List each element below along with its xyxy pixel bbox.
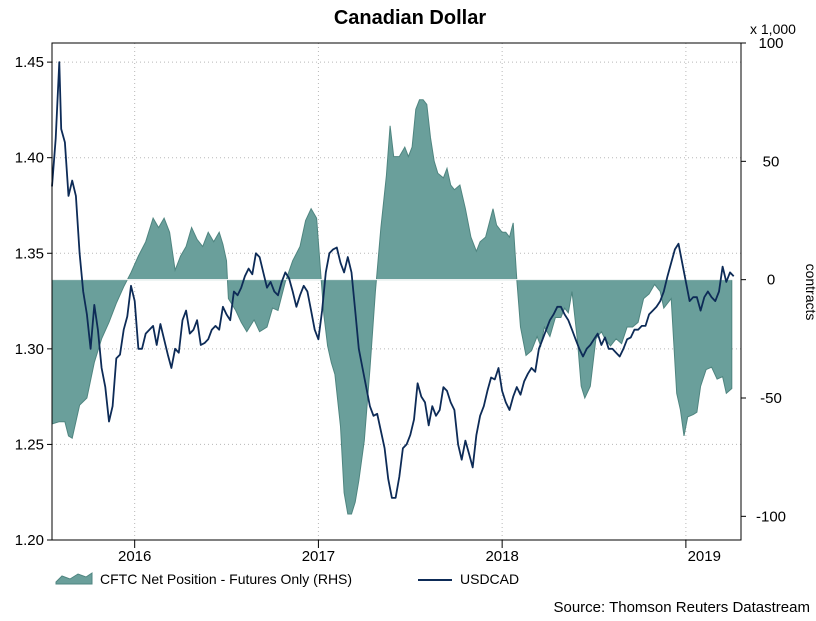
right-axis-unit: x 1,000 — [750, 21, 796, 37]
cftc-area-layer — [51, 99, 741, 515]
x-tick-label: 2018 — [485, 548, 518, 565]
left-tick-label: 1.45 — [15, 54, 44, 71]
legend-area-swatch — [55, 572, 93, 585]
left-tick-label: 1.20 — [15, 532, 44, 549]
x-axis: 2016 2017 2018 2019 — [118, 540, 721, 565]
left-axis: 1.20 1.25 1.30 1.35 1.40 1.45 — [15, 54, 52, 549]
source-note: Source: Thomson Reuters Datastream — [553, 599, 810, 616]
x-tick-label: 2017 — [302, 548, 335, 565]
legend-label-cftc: CFTC Net Position - Futures Only (RHS) — [100, 571, 352, 587]
left-tick-label: 1.40 — [15, 150, 44, 167]
left-tick-label: 1.35 — [15, 245, 44, 262]
right-tick-label: 100 — [758, 35, 783, 52]
right-tick-label: 0 — [767, 272, 775, 289]
right-axis-label: contracts — [803, 264, 816, 321]
x-tick-label: 2019 — [688, 548, 721, 565]
right-tick-label: -50 — [760, 390, 782, 407]
right-tick-label: 50 — [763, 153, 780, 170]
right-axis: -100 -50 0 50 100 — [741, 35, 786, 525]
x-tick-label: 2016 — [118, 548, 151, 565]
legend-label-usdcad: USDCAD — [460, 571, 519, 587]
cftc-net-position-area — [51, 99, 733, 515]
usdcad-line-layer — [51, 61, 735, 499]
plot-frame — [51, 42, 742, 541]
right-tick-label: -100 — [756, 508, 786, 525]
legend: CFTC Net Position - Futures Only (RHS) U… — [55, 571, 519, 587]
usdcad-line — [51, 61, 735, 499]
left-tick-label: 1.25 — [15, 436, 44, 453]
chart-title: Canadian Dollar — [334, 7, 486, 29]
left-tick-label: 1.30 — [15, 341, 44, 358]
